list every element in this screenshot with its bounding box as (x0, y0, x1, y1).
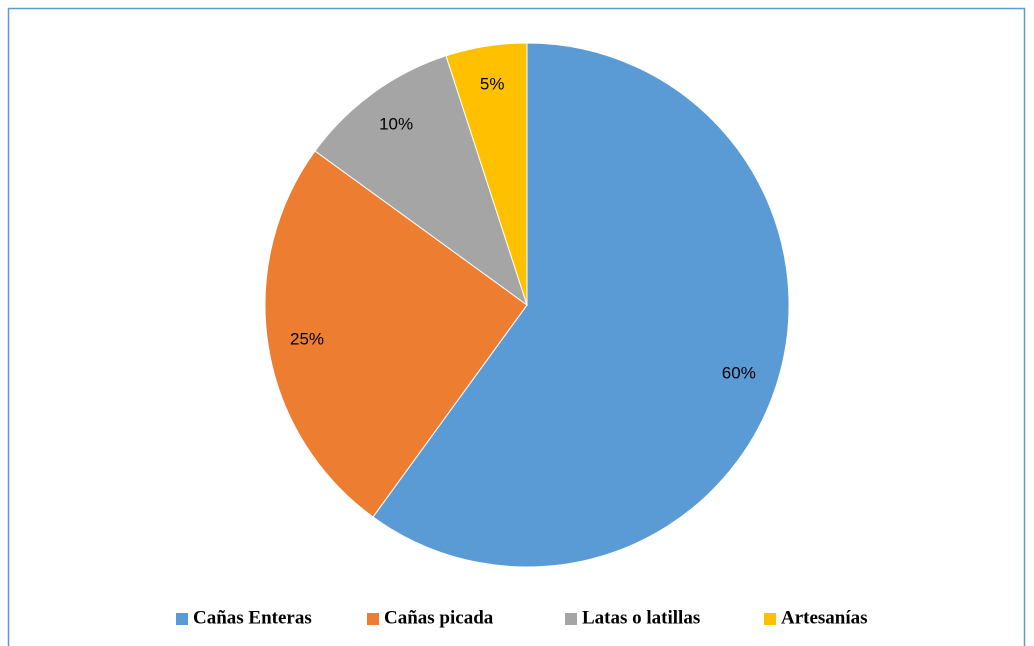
pie-slice (372, 42, 790, 568)
legend-swatch (565, 613, 577, 625)
data-label: 10% (379, 114, 413, 133)
chart-border (7, 7, 1026, 646)
legend-swatch (176, 613, 188, 625)
legend-label: Cañas Enteras (193, 607, 312, 628)
legend-label: Artesanías (781, 607, 868, 628)
legend-label: Latas o latillas (582, 607, 700, 628)
data-label: 25% (290, 329, 324, 348)
pie-slice (264, 150, 528, 518)
data-label: 5% (480, 75, 505, 94)
legend-swatch (764, 613, 776, 625)
legend-swatch (367, 613, 379, 625)
pie-slice (445, 42, 528, 306)
data-label: 60% (722, 363, 756, 382)
pie-slice (314, 55, 528, 307)
legend-label: Cañas picada (384, 607, 494, 628)
